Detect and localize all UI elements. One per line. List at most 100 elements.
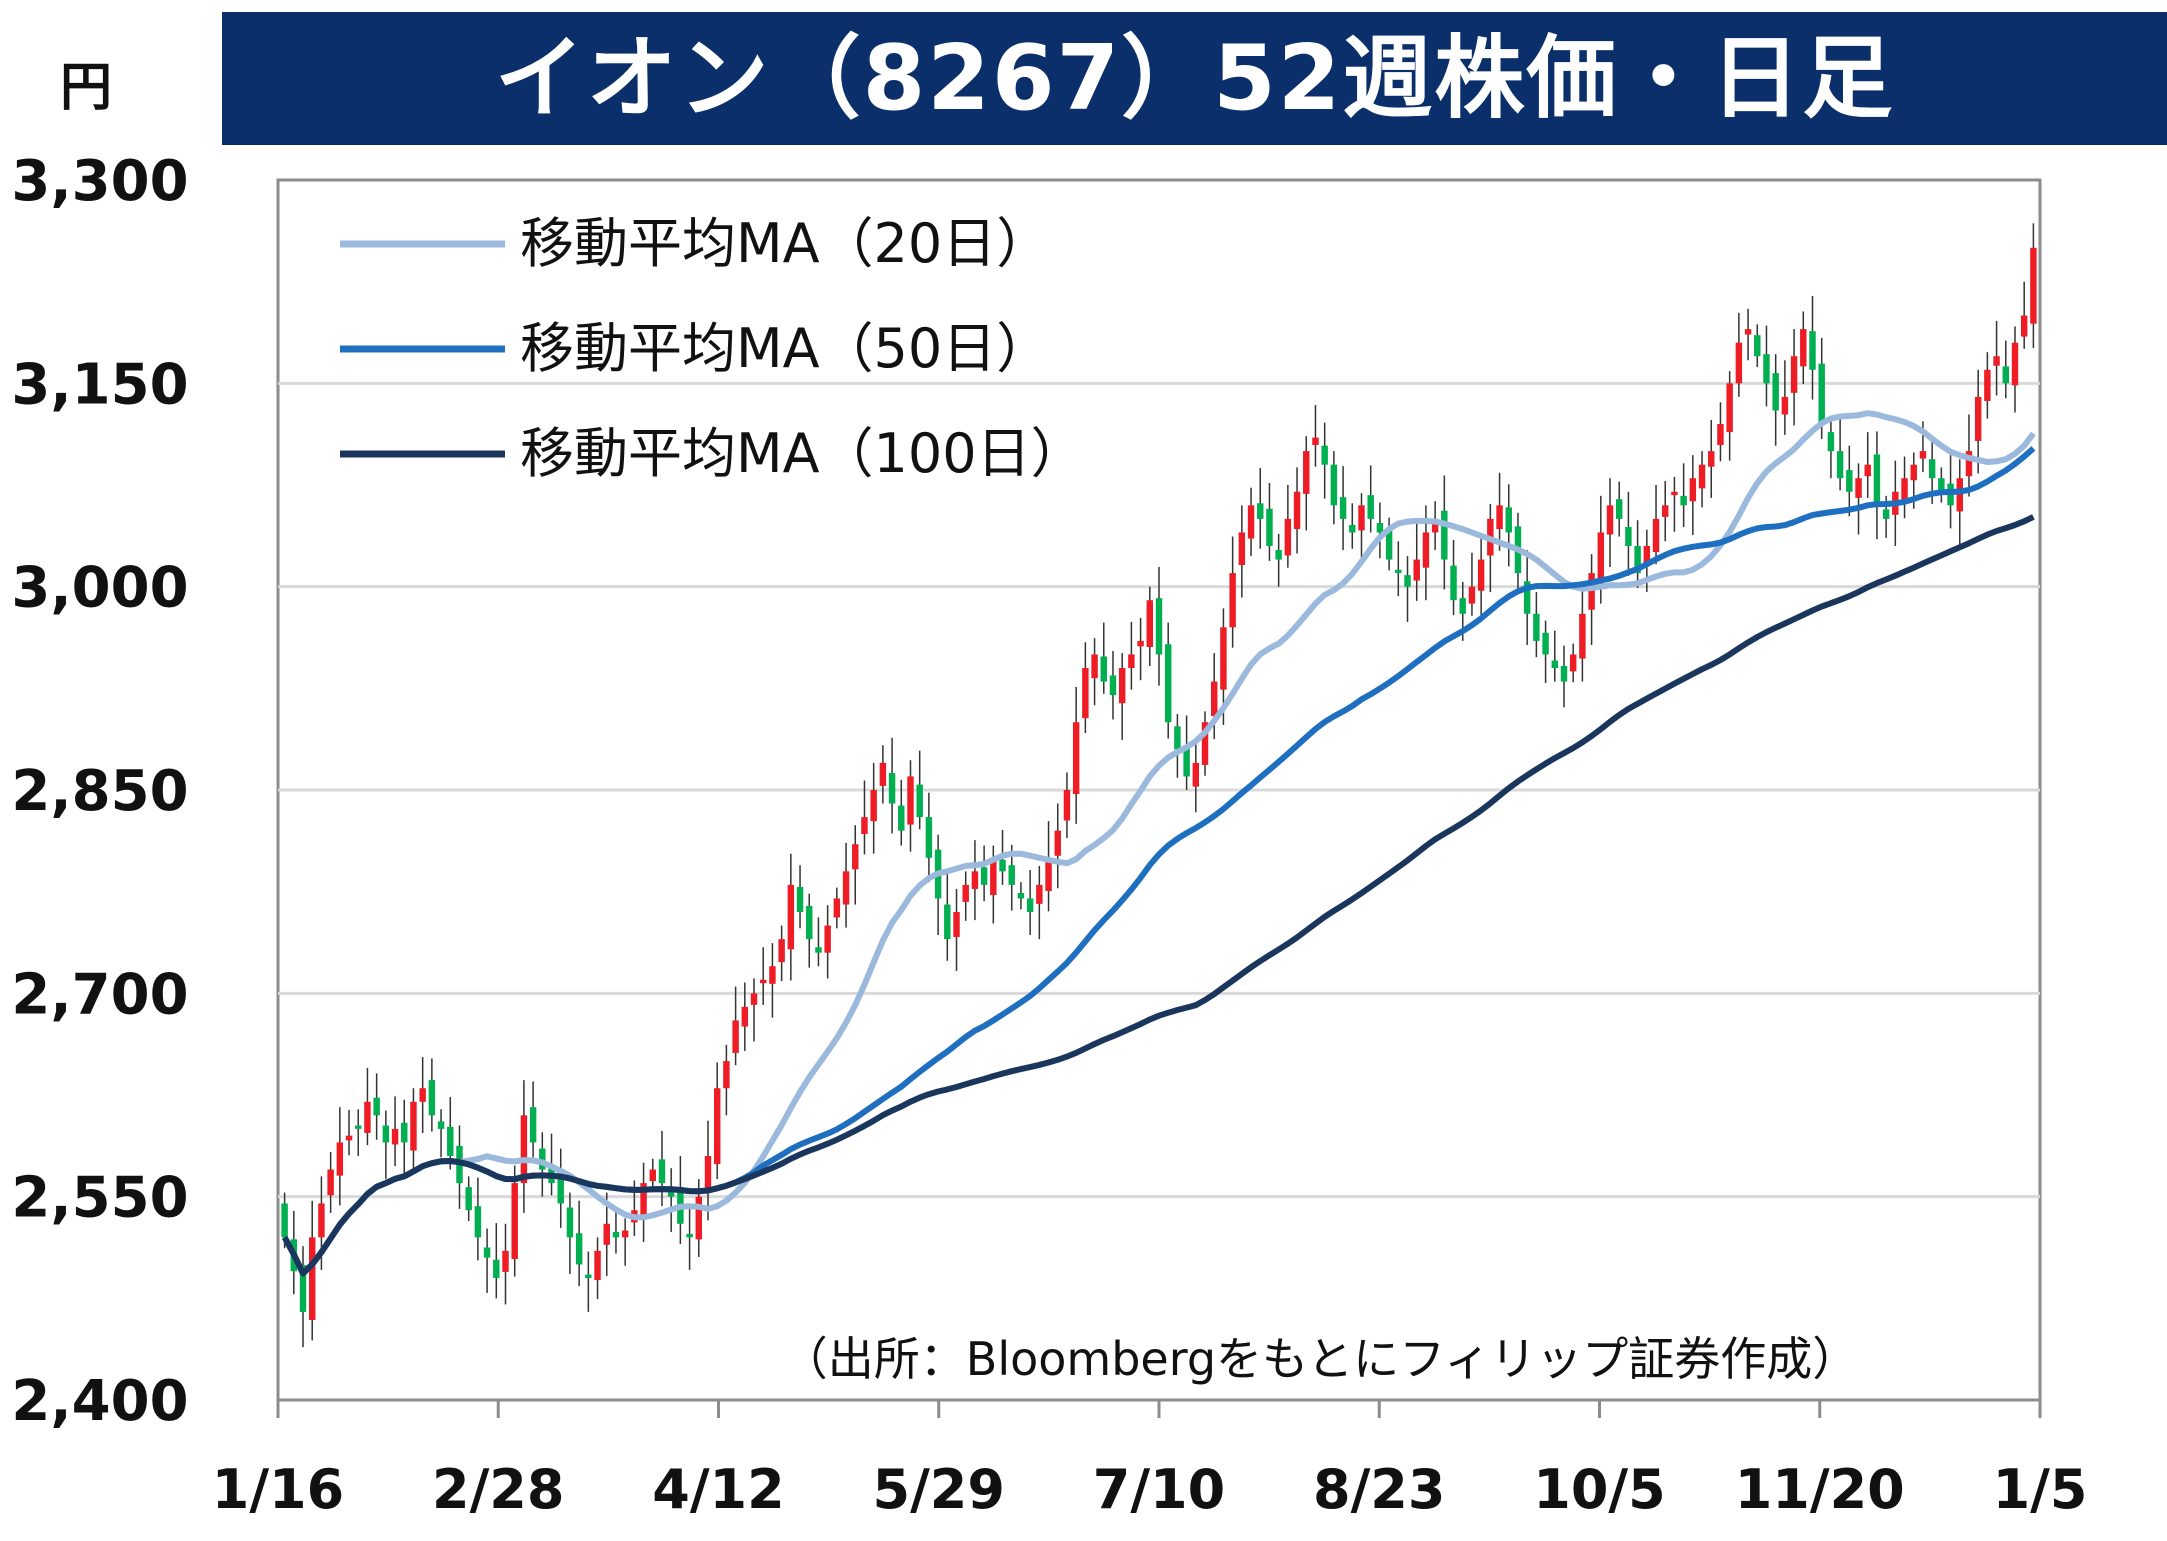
candle — [373, 1073, 380, 1140]
candle — [1441, 475, 1448, 590]
candle — [658, 1130, 666, 1207]
chart-title: イオン（8267）52週株価・日足 — [494, 26, 1895, 131]
candle — [815, 917, 822, 967]
candle — [1367, 465, 1374, 533]
candle — [971, 840, 979, 921]
candle — [529, 1081, 537, 1158]
candle — [1404, 556, 1411, 622]
candle — [2020, 281, 2028, 349]
candle — [382, 1110, 390, 1180]
candle — [1523, 550, 1531, 645]
legend-item: 移動平均MA（50日） — [340, 317, 1050, 380]
candle — [493, 1223, 500, 1299]
x-tick-label: 5/29 — [873, 1458, 1005, 1521]
candle — [327, 1151, 334, 1213]
candle — [465, 1176, 472, 1222]
y-tick-label: 2,850 — [11, 759, 188, 824]
candle — [1045, 821, 1052, 912]
candle — [364, 1067, 371, 1146]
candle — [355, 1109, 362, 1156]
x-tick-label: 1/5 — [1993, 1458, 2088, 1521]
candle — [796, 865, 804, 929]
candle — [1137, 617, 1144, 681]
candle — [1505, 484, 1512, 567]
x-axis: 1/16 2/28 4/12 5/29 7/10 8/23 10/5 11/20 1/5 — [212, 1400, 2088, 1521]
candle — [962, 871, 969, 921]
legend-label: 移動平均MA（100日） — [520, 422, 1085, 485]
candle — [916, 750, 923, 830]
candle — [1413, 522, 1420, 601]
legend-item: 移動平均MA（20日） — [340, 212, 1050, 275]
candle — [1542, 620, 1549, 683]
legend-item: 移動平均MA（100日） — [340, 422, 1085, 485]
candle — [741, 982, 749, 1051]
candle — [677, 1156, 684, 1245]
candle — [1238, 505, 1246, 598]
candle — [934, 834, 942, 936]
candle — [1146, 586, 1154, 666]
candle — [410, 1088, 417, 1170]
candle — [345, 1109, 353, 1156]
candle — [1984, 352, 1991, 419]
candle — [1652, 485, 1660, 565]
candle — [1569, 643, 1577, 683]
candle — [447, 1097, 454, 1170]
candle — [1450, 539, 1457, 616]
candle — [833, 887, 841, 929]
candle — [1100, 622, 1107, 694]
candle — [1625, 491, 1632, 576]
candle — [594, 1237, 601, 1300]
candle — [1054, 803, 1061, 889]
candle — [1772, 354, 1779, 446]
candle — [1579, 585, 1586, 682]
candle — [1017, 882, 1025, 910]
candle — [1155, 567, 1163, 686]
candlestick-series — [281, 223, 2037, 1348]
candle — [1551, 630, 1559, 682]
candle — [925, 792, 933, 883]
candle — [1036, 865, 1043, 940]
candle — [1671, 476, 1678, 532]
candle — [308, 1200, 316, 1341]
candle — [419, 1057, 426, 1133]
candle — [1247, 487, 1255, 557]
y-tick-label: 3,000 — [11, 556, 188, 621]
y-tick-label: 3,300 — [11, 149, 188, 214]
candle — [621, 1218, 629, 1266]
candle — [686, 1206, 693, 1270]
candle — [391, 1096, 399, 1167]
candle — [1487, 503, 1494, 593]
candle — [1634, 520, 1641, 589]
candle — [520, 1080, 528, 1213]
y-axis-unit-label: 円 — [60, 58, 113, 118]
candle — [1257, 468, 1264, 549]
candle — [299, 1246, 307, 1348]
candle — [483, 1228, 491, 1293]
x-tick-label: 7/10 — [1093, 1458, 1225, 1521]
candle — [1717, 402, 1724, 462]
candle — [1072, 686, 1080, 824]
legend: 移動平均MA（20日） 移動平均MA（50日） 移動平均MA（100日） — [340, 212, 1085, 485]
candle — [1339, 466, 1347, 551]
candle — [1956, 459, 1963, 547]
candle — [824, 905, 831, 979]
candle — [428, 1058, 436, 1132]
candle — [566, 1192, 574, 1274]
candle — [575, 1200, 583, 1287]
candle — [980, 845, 988, 902]
candle — [1395, 541, 1402, 597]
candle — [1763, 325, 1770, 407]
candle — [1735, 312, 1743, 397]
candle — [704, 1120, 712, 1221]
candle — [1846, 445, 1853, 517]
candle — [1809, 295, 1816, 400]
candle — [842, 842, 850, 928]
x-tick-label: 8/23 — [1313, 1458, 1445, 1521]
legend-label: 移動平均MA（50日） — [520, 317, 1050, 380]
candle — [713, 1062, 721, 1180]
candle — [1680, 463, 1687, 528]
candle — [1560, 645, 1568, 708]
y-tick-label: 3,150 — [11, 352, 188, 417]
ma-line-100 — [281, 514, 2035, 1277]
